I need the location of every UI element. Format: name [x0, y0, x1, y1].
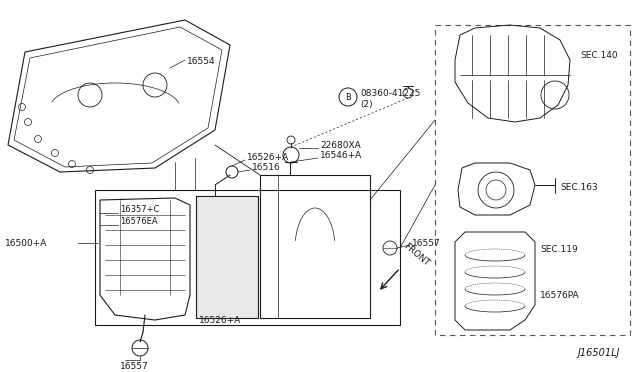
Text: 16357+C: 16357+C	[120, 205, 159, 215]
Text: J16501LJ: J16501LJ	[578, 348, 620, 358]
Bar	[435, 25, 630, 335]
Text: B: B	[345, 93, 351, 102]
Text: 16546+A: 16546+A	[320, 151, 362, 160]
Bar	[95, 190, 400, 325]
Bar	[260, 175, 370, 318]
Text: FRONT: FRONT	[402, 241, 431, 268]
Text: SEC.163: SEC.163	[560, 183, 598, 192]
Text: 16554: 16554	[187, 58, 216, 67]
Text: (2): (2)	[360, 99, 372, 109]
Text: 16516: 16516	[252, 164, 281, 173]
Text: 16576EA: 16576EA	[120, 218, 157, 227]
Text: 16500+A: 16500+A	[5, 238, 47, 247]
Text: 08360-41225: 08360-41225	[360, 89, 420, 97]
Text: 22680XA: 22680XA	[320, 141, 361, 151]
Text: 16557: 16557	[412, 238, 441, 247]
Text: 16526+A: 16526+A	[247, 154, 289, 163]
Text: 16576PA: 16576PA	[540, 291, 580, 299]
Text: SEC.140: SEC.140	[580, 51, 618, 60]
Text: SEC.119: SEC.119	[540, 246, 578, 254]
Bar	[196, 196, 258, 318]
Text: 16526+A: 16526+A	[199, 316, 241, 325]
Text: 16557: 16557	[120, 362, 148, 371]
